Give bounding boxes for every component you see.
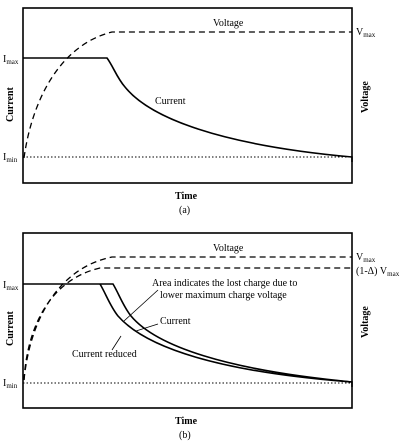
panel-b-annotation-pointer <box>123 289 159 322</box>
panel-b-annotation-line2: lower maximum charge voltage <box>160 290 287 301</box>
panel-a-time-axis-label: Time <box>175 191 198 202</box>
panel-a-plot-frame <box>22 7 353 184</box>
panel-b-imax-label: Imax <box>3 280 19 292</box>
panel-b-current-reduced-curve <box>99 283 353 383</box>
panel-a-voltage-axis-label: Voltage <box>360 81 371 113</box>
panel-a-current-curve <box>23 57 353 162</box>
panel-a-voltage-curve <box>23 31 352 159</box>
panel-a-vmax-label: Vmax <box>356 27 376 39</box>
panel-b-voltage-curve-label: Voltage <box>213 243 244 254</box>
panel-b-annotation-line1: Area indicates the lost charge due to <box>152 278 297 289</box>
panel-a-caption: (a) <box>179 205 190 216</box>
panel-b-current-pointer <box>135 323 159 332</box>
panel-a-imin-label: Imin <box>3 152 18 164</box>
panel-a-current-axis-label: Current <box>5 87 16 122</box>
panel-b-voltage-axis-label: Voltage <box>360 306 371 338</box>
panel-b-imin-label: Imin <box>3 378 18 390</box>
panel-a-imax-label: Imax <box>3 54 19 66</box>
panel-a-current-curve-label: Current <box>155 96 186 107</box>
panel-b-vreduced-label: (1-Δ) Vmax <box>356 266 400 278</box>
panel-b-vmax-label: Vmax <box>356 252 376 264</box>
panel-b-current-curve <box>23 283 353 387</box>
panel-b-current-reduced-label: Current reduced <box>72 349 137 360</box>
panel-a-voltage-curve-label: Voltage <box>213 18 244 29</box>
panel-a: Voltage Current Imax Imin Vmax Current V… <box>3 7 376 216</box>
panel-b-current-axis-label: Current <box>5 311 16 346</box>
panel-b-current-curve-label: Current <box>160 316 191 327</box>
panel-b-plot-frame <box>22 232 353 409</box>
panel-b-time-axis-label: Time <box>175 416 198 427</box>
panel-b: Voltage Current Current reduced Area ind… <box>3 232 400 441</box>
panel-b-caption: (b) <box>179 430 191 441</box>
panel-b-current-reduced-pointer <box>111 335 122 351</box>
